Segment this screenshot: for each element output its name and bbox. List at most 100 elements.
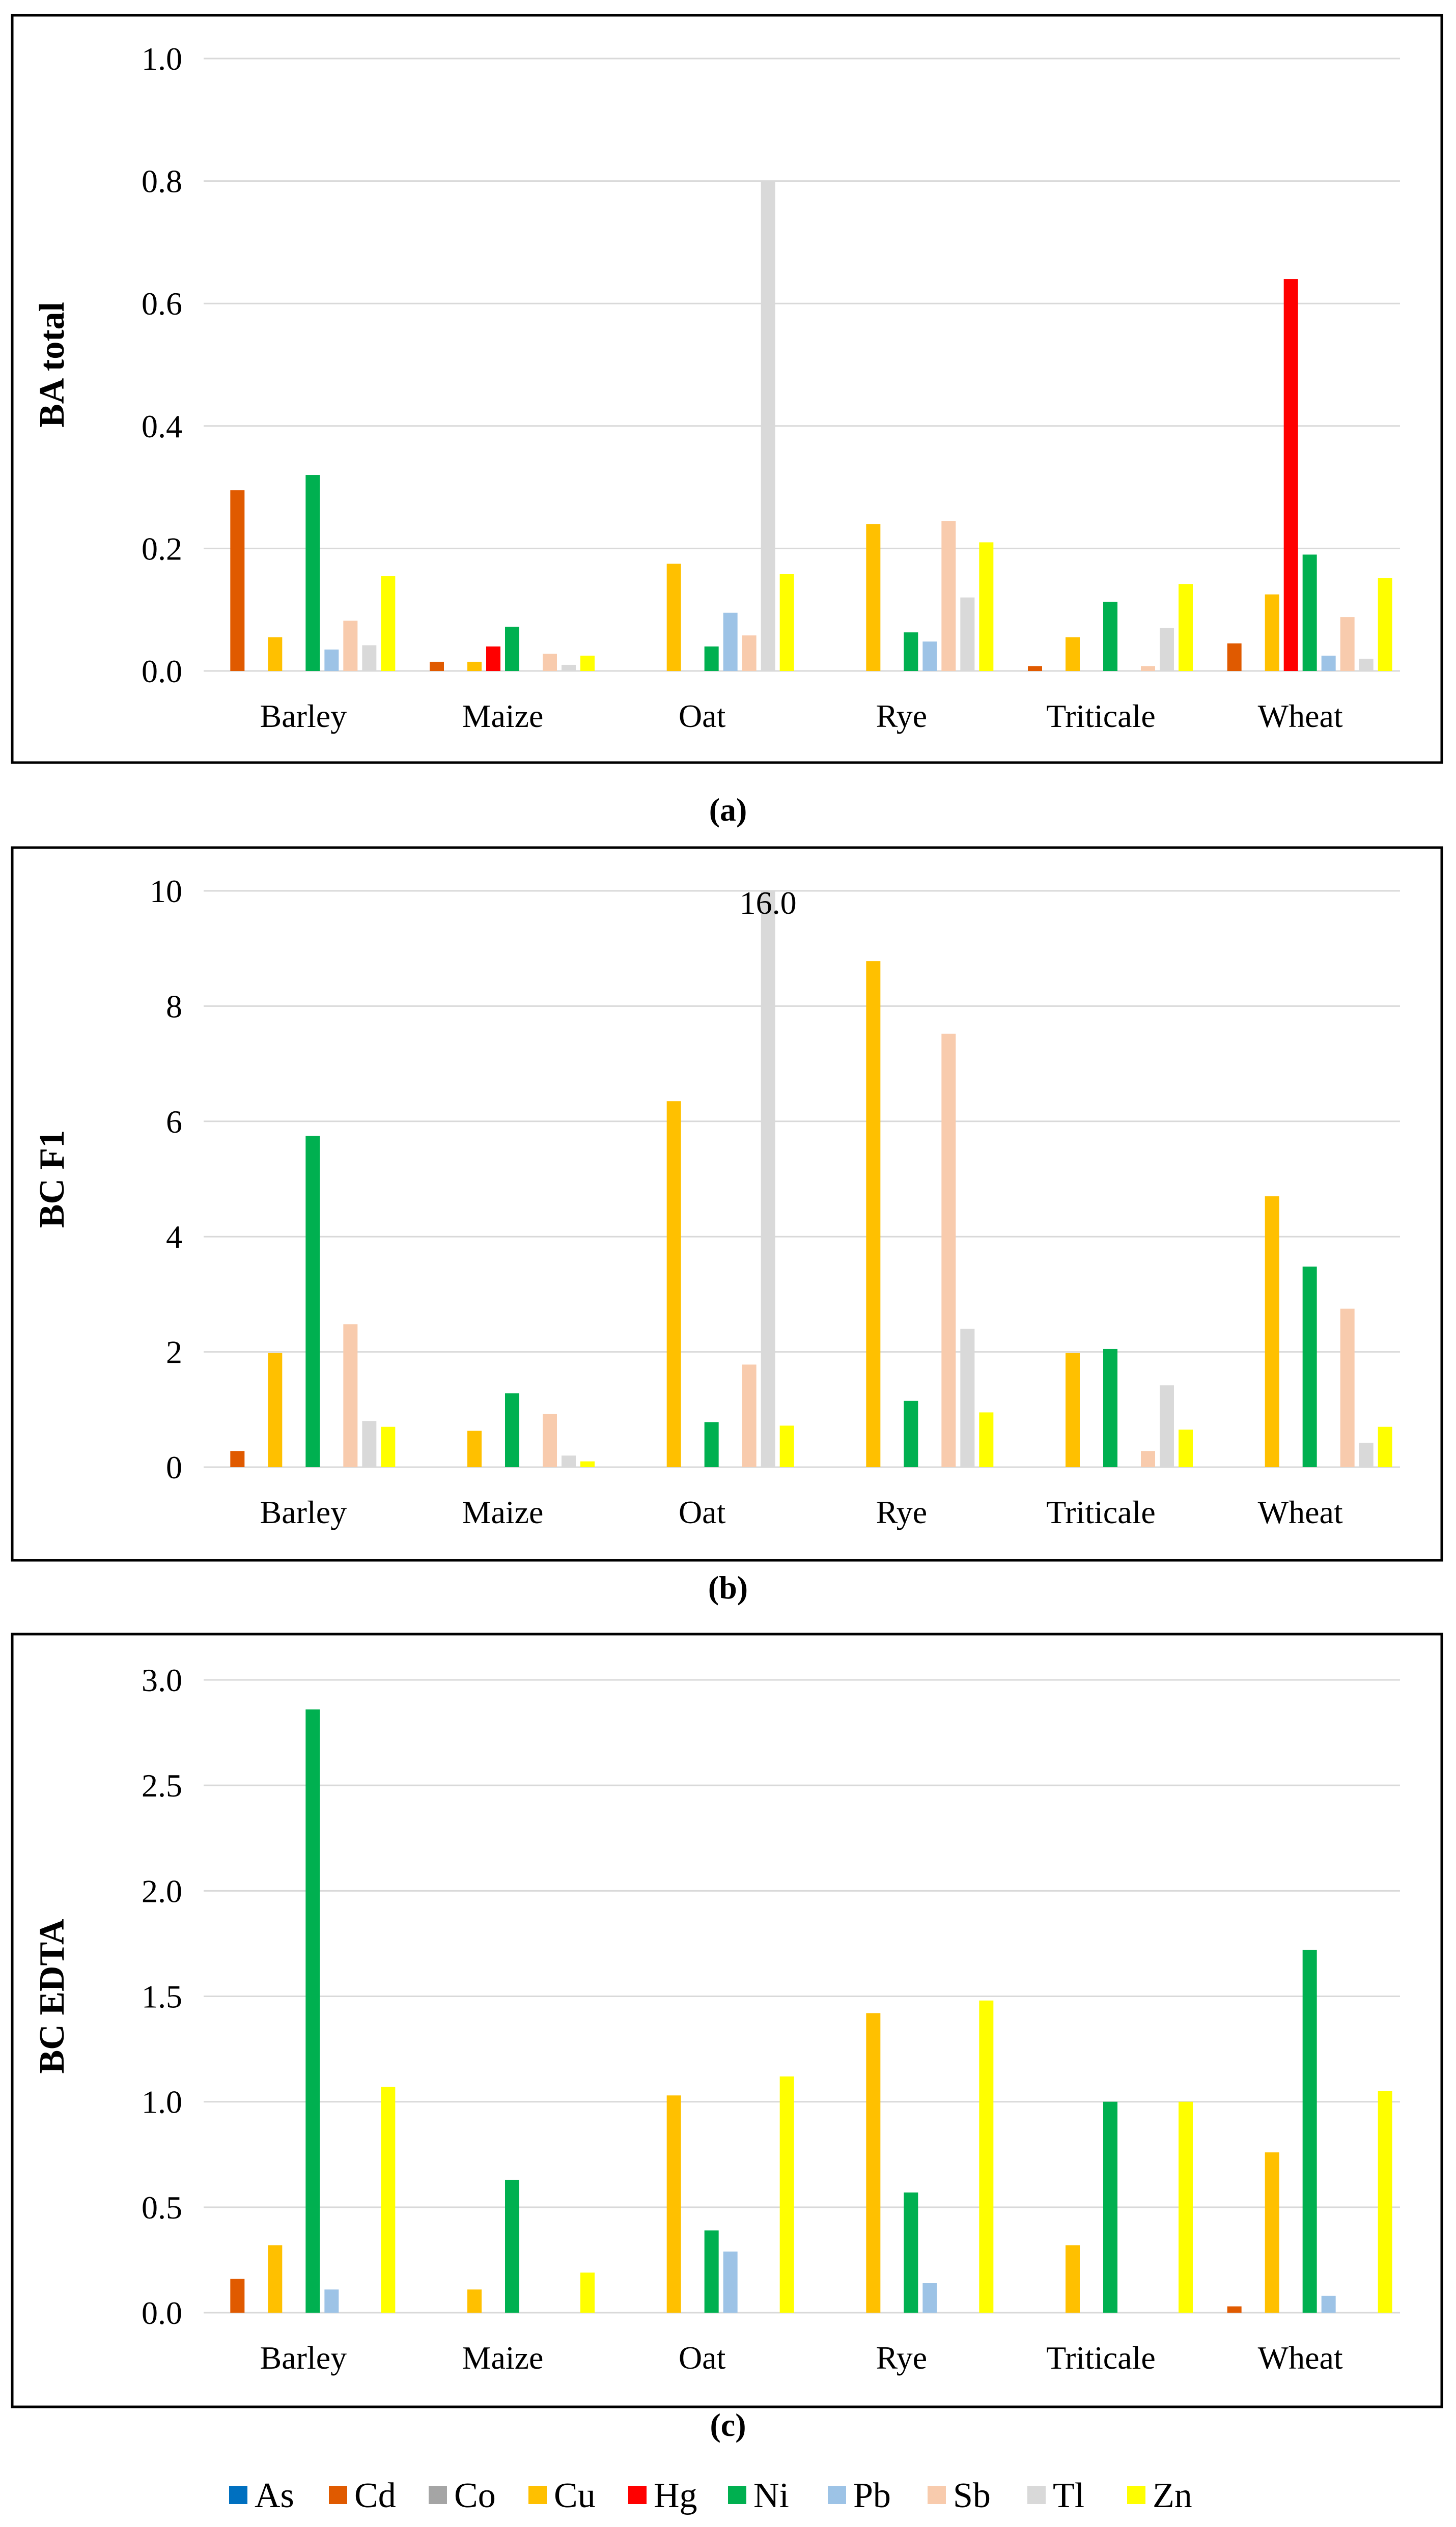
bar-oat-tl — [761, 891, 775, 1467]
bar-wheat-tl — [1359, 658, 1374, 671]
panel-caption: (b) — [708, 1569, 748, 1606]
bar-barley-ni — [305, 1136, 320, 1467]
bar-maize-cu — [467, 1430, 482, 1467]
x-tick-label: Barley — [260, 2340, 347, 2376]
panels: 0.0 0.2 0.4 0.6 0.8 1.0 BA total Barley Maize Oat… — [11, 14, 1443, 2443]
bar-rye-zn — [979, 542, 994, 671]
bar-wheat-sb — [1340, 1308, 1355, 1467]
bar-triticale-cu — [1066, 1353, 1080, 1467]
y-tick-label: 2 — [166, 1334, 182, 1370]
legend-label-cu: Cu — [554, 2476, 596, 2515]
bar-oat-cu — [666, 2095, 681, 2313]
legend-swatch-pb — [828, 2486, 846, 2504]
bar-rye-zn — [979, 2000, 994, 2313]
bar-barley-zn — [381, 1426, 396, 1467]
y-axis-label: BA total — [33, 302, 72, 428]
x-tick-label: Wheat — [1258, 1494, 1343, 1530]
bar-triticale-tl — [1160, 628, 1174, 671]
legend-label-as: As — [255, 2476, 294, 2515]
x-tick-label: Wheat — [1258, 698, 1343, 734]
bar-barley-cd — [230, 490, 245, 671]
bar-triticale-zn — [1179, 1429, 1193, 1467]
bar-wheat-cu — [1265, 1196, 1279, 1467]
bar-triticale-cu — [1066, 637, 1080, 671]
bar-triticale-cd — [1028, 666, 1042, 671]
bar-barley-cu — [268, 637, 283, 671]
bar-rye-tl — [960, 1329, 975, 1467]
bar-triticale-tl — [1160, 1385, 1174, 1467]
y-tick-label: 0.2 — [142, 530, 182, 567]
legend-label-pb: Pb — [853, 2476, 891, 2515]
x-tick-label: Oat — [679, 698, 726, 734]
legend-label-cd: Cd — [354, 2476, 396, 2515]
y-tick-label: 4 — [166, 1219, 182, 1255]
bar-oat-pb — [723, 612, 738, 671]
bar-oat-zn — [779, 2076, 794, 2313]
bar-wheat-zn — [1378, 578, 1392, 671]
bar-rye-ni — [904, 1400, 918, 1467]
legend-swatch-sb — [928, 2486, 946, 2504]
x-tick-label: Barley — [260, 698, 347, 734]
bar-wheat-zn — [1378, 2091, 1392, 2313]
bar-triticale-cu — [1066, 2245, 1080, 2313]
bar-wheat-cu — [1265, 594, 1279, 671]
y-tick-label: 0.0 — [142, 2295, 182, 2331]
legend-swatch-as — [229, 2486, 247, 2504]
bar-barley-zn — [381, 576, 396, 671]
legend-label-sb: Sb — [953, 2476, 991, 2515]
legend-label-hg: Hg — [654, 2476, 697, 2515]
bar-rye-ni — [904, 2192, 918, 2313]
y-tick-label: 0.4 — [142, 408, 182, 444]
bar-wheat-ni — [1302, 554, 1317, 671]
bar-rye-pb — [922, 2283, 937, 2313]
legend-label-tl: Tl — [1053, 2476, 1084, 2515]
bar-barley-sb — [343, 621, 358, 671]
legend-swatch-hg — [628, 2486, 647, 2504]
panel-frame — [11, 1633, 1443, 2408]
bar-rye-cu — [866, 961, 881, 1467]
y-tick-label: 6 — [166, 1104, 182, 1140]
bar-rye-ni — [904, 632, 918, 671]
x-tick-label: Rye — [876, 2340, 928, 2376]
bar-triticale-ni — [1103, 602, 1117, 671]
y-tick-label: 0.0 — [142, 653, 182, 689]
bar-oat-cu — [666, 1101, 681, 1467]
x-tick-label: Triticale — [1046, 1494, 1156, 1530]
y-tick-label: 1.0 — [142, 41, 182, 77]
panel-c: 0.0 0.5 1.0 1.5 2.0 2.5 3.0 BC EDTA Barley Maize O… — [11, 1633, 1443, 2443]
bar-maize-cu — [467, 661, 482, 671]
bar-barley-cd — [230, 1451, 245, 1467]
bar-barley-cd — [230, 2279, 245, 2313]
bar-maize-sb — [543, 1414, 557, 1467]
bar-wheat-cd — [1227, 2306, 1242, 2313]
bar-triticale-ni — [1103, 1349, 1117, 1467]
bar-maize-ni — [505, 627, 519, 671]
bar-oat-sb — [742, 635, 757, 671]
bar-rye-tl — [960, 597, 975, 671]
bar-wheat-pb — [1321, 2295, 1336, 2313]
bar-maize-ni — [505, 1393, 519, 1467]
bar-triticale-sb — [1141, 666, 1155, 671]
bar-oat-ni — [704, 646, 719, 671]
bar-rye-sb — [941, 521, 956, 671]
bar-barley-tl — [362, 645, 377, 671]
x-tick-label: Oat — [679, 2340, 726, 2376]
bar-wheat-pb — [1321, 655, 1336, 671]
bar-oat-ni — [704, 1422, 719, 1467]
bar-rye-cu — [866, 524, 881, 671]
bar-maize-hg — [486, 646, 500, 671]
panel-frame — [11, 846, 1443, 1562]
bar-maize-cd — [430, 661, 444, 671]
legend-swatch-cu — [528, 2486, 547, 2504]
bar-maize-ni — [505, 2179, 519, 2313]
bar-barley-ni — [305, 475, 320, 671]
x-tick-label: Maize — [462, 1494, 544, 1530]
legend-swatch-ni — [728, 2486, 746, 2504]
bar-oat-ni — [704, 2230, 719, 2313]
bar-oat-sb — [742, 1364, 757, 1467]
bar-triticale-zn — [1179, 2101, 1193, 2313]
bar-maize-sb — [543, 654, 557, 671]
bar-wheat-cu — [1265, 2152, 1279, 2313]
bar-rye-pb — [922, 641, 937, 671]
